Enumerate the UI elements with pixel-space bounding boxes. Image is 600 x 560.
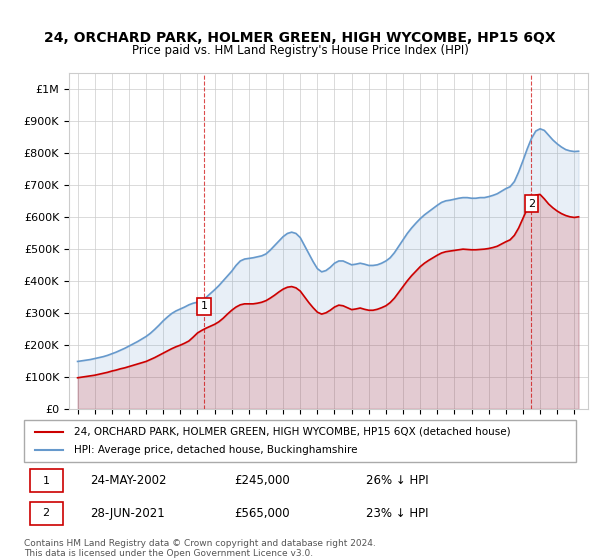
Text: 24-MAY-2002: 24-MAY-2002 (90, 474, 167, 487)
Text: Price paid vs. HM Land Registry's House Price Index (HPI): Price paid vs. HM Land Registry's House … (131, 44, 469, 57)
Text: Contains HM Land Registry data © Crown copyright and database right 2024.
This d: Contains HM Land Registry data © Crown c… (24, 539, 376, 558)
Text: 2: 2 (528, 199, 535, 209)
FancyBboxPatch shape (24, 420, 576, 462)
Text: 24, ORCHARD PARK, HOLMER GREEN, HIGH WYCOMBE, HP15 6QX (detached house): 24, ORCHARD PARK, HOLMER GREEN, HIGH WYC… (74, 427, 511, 437)
Text: 23% ↓ HPI: 23% ↓ HPI (366, 507, 429, 520)
Text: 24, ORCHARD PARK, HOLMER GREEN, HIGH WYCOMBE, HP15 6QX: 24, ORCHARD PARK, HOLMER GREEN, HIGH WYC… (44, 31, 556, 45)
FancyBboxPatch shape (29, 469, 62, 492)
Text: HPI: Average price, detached house, Buckinghamshire: HPI: Average price, detached house, Buck… (74, 445, 357, 455)
Text: £565,000: £565,000 (234, 507, 289, 520)
Text: 26% ↓ HPI: 26% ↓ HPI (366, 474, 429, 487)
Text: £245,000: £245,000 (234, 474, 290, 487)
FancyBboxPatch shape (29, 502, 62, 525)
Text: 1: 1 (43, 476, 50, 486)
Text: 28-JUN-2021: 28-JUN-2021 (90, 507, 165, 520)
Text: 1: 1 (200, 301, 208, 311)
Text: 2: 2 (43, 508, 50, 518)
